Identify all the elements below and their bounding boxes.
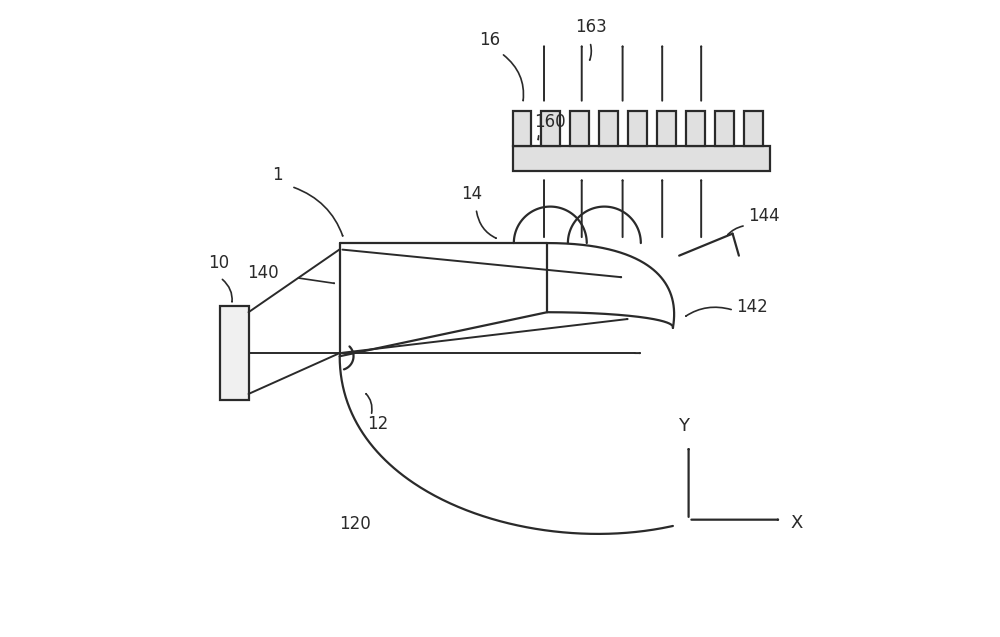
Polygon shape: [570, 111, 589, 146]
Text: 1: 1: [272, 166, 283, 184]
Text: 144: 144: [748, 207, 780, 225]
Text: 12: 12: [367, 415, 388, 433]
Text: 163: 163: [575, 18, 607, 36]
Polygon shape: [513, 146, 770, 171]
Text: 142: 142: [736, 298, 768, 316]
Text: Y: Y: [678, 417, 689, 435]
Text: 140: 140: [247, 264, 279, 282]
Polygon shape: [599, 111, 618, 146]
Polygon shape: [541, 111, 560, 146]
Polygon shape: [513, 111, 531, 146]
Text: 10: 10: [208, 254, 229, 272]
Polygon shape: [686, 111, 705, 146]
Text: X: X: [790, 514, 803, 532]
Text: 160: 160: [535, 113, 566, 131]
Text: 120: 120: [340, 515, 371, 533]
Polygon shape: [628, 111, 647, 146]
Polygon shape: [220, 306, 249, 400]
Polygon shape: [744, 111, 763, 146]
Polygon shape: [657, 111, 676, 146]
Polygon shape: [715, 111, 734, 146]
Text: 16: 16: [479, 31, 500, 49]
Text: 14: 14: [461, 185, 482, 203]
